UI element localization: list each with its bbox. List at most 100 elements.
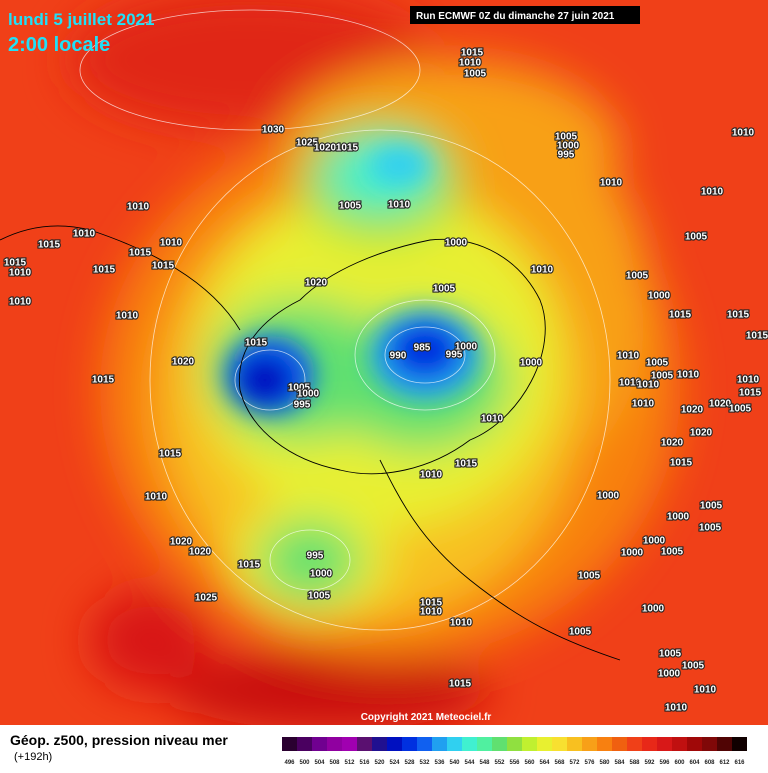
isobar-label: 1015: [245, 338, 268, 349]
isobar-label: 1000: [667, 512, 690, 523]
colorbar-swatch: [357, 737, 372, 751]
isobar-label: 1020: [690, 428, 713, 439]
colorbar-swatch: [297, 737, 312, 751]
isobar-label: 1015: [159, 449, 182, 460]
isobar-label: 1010: [450, 618, 473, 629]
run-info: Run ECMWF 0Z du dimanche 27 juin 2021: [416, 11, 615, 22]
isobar-label: 995: [446, 350, 463, 361]
colorbar-label: 524: [389, 760, 400, 766]
colorbar-swatch: [732, 737, 747, 751]
colorbar-label: 608: [704, 760, 715, 766]
isobar-label: 1020: [681, 405, 704, 416]
isobar-label: 1005: [661, 547, 684, 558]
colorbar-swatch: [642, 737, 657, 751]
isobar-label: 1015: [336, 143, 359, 154]
isobar-label: 1005: [646, 358, 669, 369]
isobar-label: 1000: [621, 548, 644, 559]
colorbar-label: 496: [284, 760, 295, 766]
isobar-label: 1015: [449, 679, 472, 690]
colorbar-swatch: [552, 737, 567, 751]
isobar-label: 1010: [459, 58, 482, 69]
isobar-label: 995: [307, 551, 324, 562]
isobar-label: 1010: [632, 399, 655, 410]
isobar-label: 1025: [296, 138, 319, 149]
colorbar-swatch: [462, 737, 477, 751]
isobar-label: 1005: [700, 501, 723, 512]
isobar-label: 1015: [461, 48, 484, 59]
isobar-label: 1010: [420, 470, 443, 481]
isobar-label: 1015: [93, 265, 116, 276]
colorbar-label: 504: [314, 760, 325, 766]
isobar-label: 1015: [129, 248, 152, 259]
colorbar-swatch: [507, 737, 522, 751]
isobar-label: 1020: [305, 278, 328, 289]
isobar-label: 1010: [127, 202, 150, 213]
isobar-label: 1015: [152, 261, 175, 272]
isobar-label: 1005: [685, 232, 708, 243]
isobar-label: 1000: [658, 669, 681, 680]
colorbar-label: 596: [659, 760, 670, 766]
colorbar-swatch: [402, 737, 417, 751]
colorbar-swatch: [612, 737, 627, 751]
colorbar-swatch: [537, 737, 552, 751]
isobar-label: 1005: [339, 201, 362, 212]
colorbar-swatch: [717, 737, 732, 751]
isobar-label: 1005: [433, 284, 456, 295]
isobar-label: 1015: [669, 310, 692, 321]
isobar-label: 1005: [288, 383, 311, 394]
colorbar-swatch: [372, 737, 387, 751]
isobar-label: 1025: [195, 593, 218, 604]
colorbar-swatch: [492, 737, 507, 751]
colorbar-label: 560: [524, 760, 535, 766]
colorbar-swatch: [417, 737, 432, 751]
colorbar-swatch: [477, 737, 492, 751]
isobar-label: 1000: [557, 141, 580, 152]
isobar-label: 1005: [464, 69, 487, 80]
isobar-label: 1000: [643, 536, 666, 547]
isobar-label: 985: [414, 343, 431, 354]
isobar-label: 1010: [160, 238, 183, 249]
isobar-label: 1005: [308, 591, 331, 602]
colorbar-label: 528: [404, 760, 415, 766]
colorbar-label: 604: [689, 760, 700, 766]
isobar-label: 1000: [520, 358, 543, 369]
isobar-label: 1010: [637, 380, 660, 391]
subtitle: 2:00 locale: [8, 34, 110, 56]
isobar-label: 1000: [642, 604, 665, 615]
colorbar-label: 588: [629, 760, 640, 766]
colorbar-label: 600: [674, 760, 685, 766]
isobar-label: 1000: [445, 238, 468, 249]
colorbar-swatch: [312, 737, 327, 751]
colorbar-label: 592: [644, 760, 655, 766]
colorbar-label: 568: [554, 760, 565, 766]
isobar-label: 1015: [238, 560, 261, 571]
colorbar-label: 532: [419, 760, 430, 766]
colorbar-label: 580: [599, 760, 610, 766]
colorbar-label: 576: [584, 760, 595, 766]
colorbar-swatch: [657, 737, 672, 751]
isobar-label: 1005: [682, 661, 705, 672]
colorbar-label: 540: [449, 760, 460, 766]
isobar-label: 1015: [420, 598, 443, 609]
colorbar-label: 508: [329, 760, 340, 766]
isobar-label: 1010: [420, 607, 443, 618]
isobar-label: 1015: [38, 240, 61, 251]
isobar-label: 1010: [388, 200, 411, 211]
isobar-label: 1000: [310, 569, 333, 580]
isobar-label: 1015: [4, 258, 27, 269]
isobar-label: 1005: [578, 571, 601, 582]
colorbar-swatch: [432, 737, 447, 751]
isobar-label: 1030: [262, 125, 285, 136]
isobar-label: 1000: [648, 291, 671, 302]
colorbar-label: 548: [479, 760, 490, 766]
isobar-label: 1010: [619, 378, 642, 389]
isobar-label: 1010: [145, 492, 168, 503]
isobar-label: 1020: [709, 399, 732, 410]
isobar-label: 1010: [481, 414, 504, 425]
isobar-label: 1015: [670, 458, 693, 469]
isobar-label: 1010: [116, 311, 139, 322]
isobar-label: 1005: [729, 404, 752, 415]
run-box: [410, 6, 640, 24]
